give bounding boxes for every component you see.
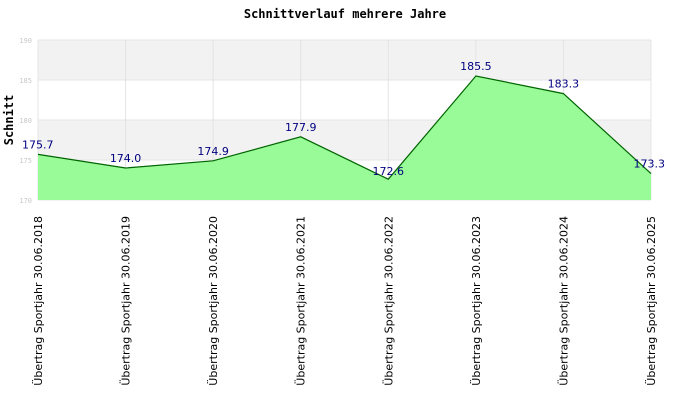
x-tick-label: Übertrag Sportjahr 30.06.2020 (207, 216, 220, 386)
value-label: 185.5 (460, 60, 492, 73)
x-axis-ticks: Übertrag Sportjahr 30.06.2018 Übertrag Sp… (32, 216, 658, 386)
x-tick-label: Übertrag Sportjahr 30.06.2022 (382, 216, 395, 386)
x-tick-label: Übertrag Sportjahr 30.06.2019 (120, 216, 133, 386)
y-tick-label: 190 (19, 37, 32, 45)
value-label: 174.9 (197, 145, 229, 158)
line-series (37, 75, 652, 180)
y-tick-label: 185 (19, 77, 32, 85)
x-tick-label: Übertrag Sportjahr 30.06.2024 (557, 216, 570, 386)
x-tick-label: Übertrag Sportjahr 30.06.2025 (645, 216, 658, 386)
y-tick-label: 175 (19, 157, 32, 165)
value-labels: 175.7 174.0 174.9 177.9 172.6 185.5 183.3 173.3 (22, 60, 665, 178)
value-label: 174.0 (110, 152, 142, 165)
area-series (38, 76, 651, 200)
value-label: 183.3 (548, 78, 580, 91)
value-label: 175.7 (22, 138, 54, 151)
value-label: 177.9 (285, 121, 317, 134)
x-tick-label: Übertrag Sportjahr 30.06.2018 (32, 216, 45, 386)
plot-band (38, 40, 651, 80)
chart-title: Schnittverlauf mehrere Jahre (244, 7, 446, 21)
value-label: 173.3 (634, 158, 666, 171)
x-tick-label: Übertrag Sportjahr 30.06.2021 (295, 216, 308, 386)
y-tick-label: 170 (19, 197, 32, 205)
y-axis-ticks: 170 175 180 185 190 (19, 37, 32, 205)
value-label: 172.6 (373, 165, 405, 178)
x-tick-label: Übertrag Sportjahr 30.06.2023 (470, 216, 483, 386)
y-tick-label: 180 (19, 117, 32, 125)
y-axis-label: Schnitt (2, 95, 16, 146)
